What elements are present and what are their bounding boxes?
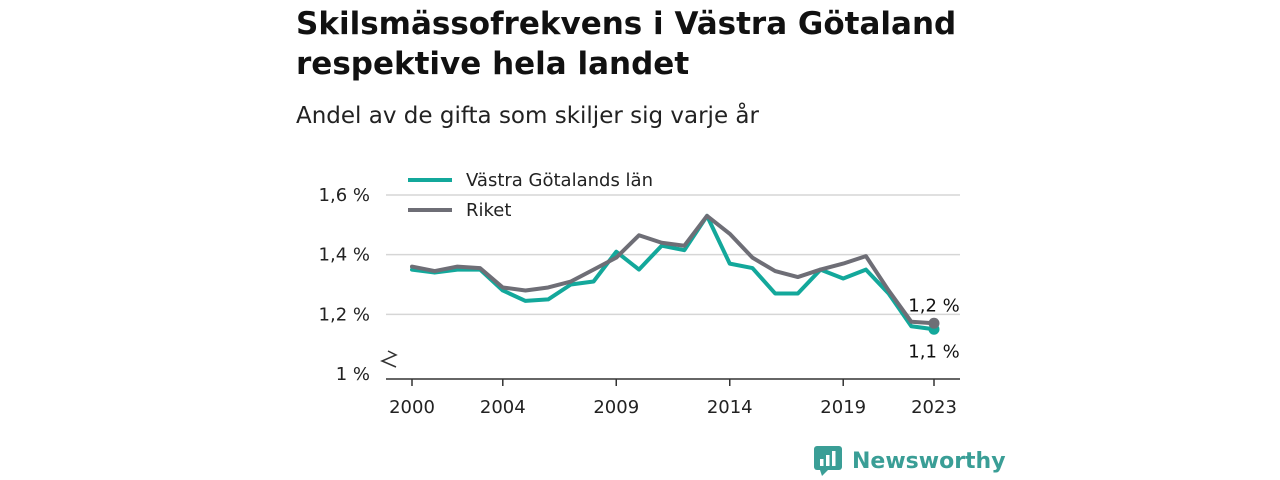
end-label-riket: 1,2 % [908, 295, 959, 316]
axis-break-icon [380, 350, 398, 368]
x-tick-label: 2004 [480, 397, 526, 418]
chart-subtitle: Andel av de gifta som skiljer sig varje … [296, 103, 759, 129]
axes: 1 % 1,2 % 1,4 % 1,6 % 2000 2004 2009 2014 2019 20… [319, 185, 960, 418]
legend-label: Västra Götalands län [466, 170, 653, 191]
series-lines [410, 213, 940, 335]
x-tick-label: 2014 [707, 397, 753, 418]
x-tick-label: 2009 [593, 397, 639, 418]
newsworthy-logo-icon [814, 446, 842, 476]
y-tick-label: 1,4 % [319, 245, 370, 266]
series-line-vastra-gotaland [410, 213, 936, 332]
x-tick-label: 2000 [389, 397, 435, 418]
series-end-point [928, 317, 940, 329]
series-line-riket [410, 213, 936, 326]
y-tick-label: 1,2 % [319, 304, 370, 325]
x-tick-label: 2023 [911, 397, 957, 418]
end-label-vastra-gotaland: 1,1 % [908, 341, 959, 362]
end-labels: 1,2 % 1,1 % [908, 295, 959, 362]
chart-title: Skilsmässofrekvens i Västra Götaland res… [296, 6, 957, 82]
x-tick-label: 2019 [820, 397, 866, 418]
brand-name: Newsworthy [852, 448, 1006, 474]
legend: Västra Götalands län Riket [408, 170, 653, 221]
y-tick-label: 1 % [336, 364, 370, 385]
y-tick-label: 1,6 % [319, 185, 370, 206]
legend-label: Riket [466, 200, 511, 221]
brand-logo: Newsworthy [814, 446, 1006, 476]
